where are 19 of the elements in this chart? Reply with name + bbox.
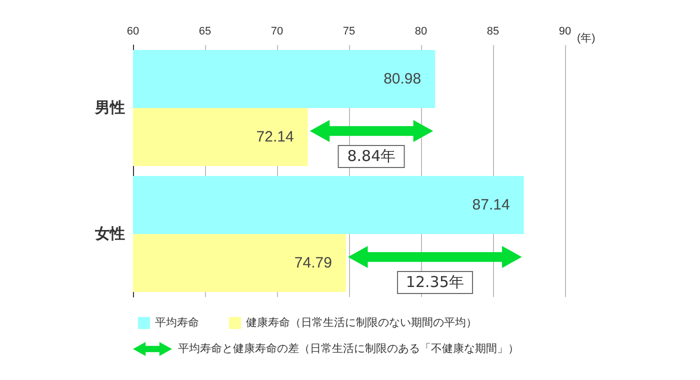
text: 平均寿命と健康寿命の差（日常生活に制限のある「不健康な期間」）: [178, 341, 519, 356]
x-tick-label: 60: [126, 26, 140, 38]
x-tick-label: 65: [198, 26, 212, 38]
y-tick-label: 女性: [94, 226, 125, 242]
x-tick-label: 85: [486, 26, 500, 38]
data-label: 74.79: [294, 254, 332, 272]
data-label: 72.14: [256, 128, 294, 146]
annotation: 8.84年: [338, 144, 405, 168]
data-label: 87.14: [472, 196, 510, 214]
x-axis-title: (年): [577, 32, 596, 44]
y-tick-label: 男性: [94, 100, 125, 116]
annotation: 12.35年: [396, 270, 473, 294]
x-tick-label: 80: [414, 26, 428, 38]
x-tick-label: 90: [558, 26, 572, 38]
x-tick-label: 75: [342, 26, 356, 38]
data-label: 80.98: [384, 70, 422, 88]
legend-label: 平均寿命: [155, 317, 199, 329]
x-tick-label: 70: [270, 26, 284, 38]
legend-label: 健康寿命（日常生活に制限のない期間の平均）: [246, 316, 477, 329]
